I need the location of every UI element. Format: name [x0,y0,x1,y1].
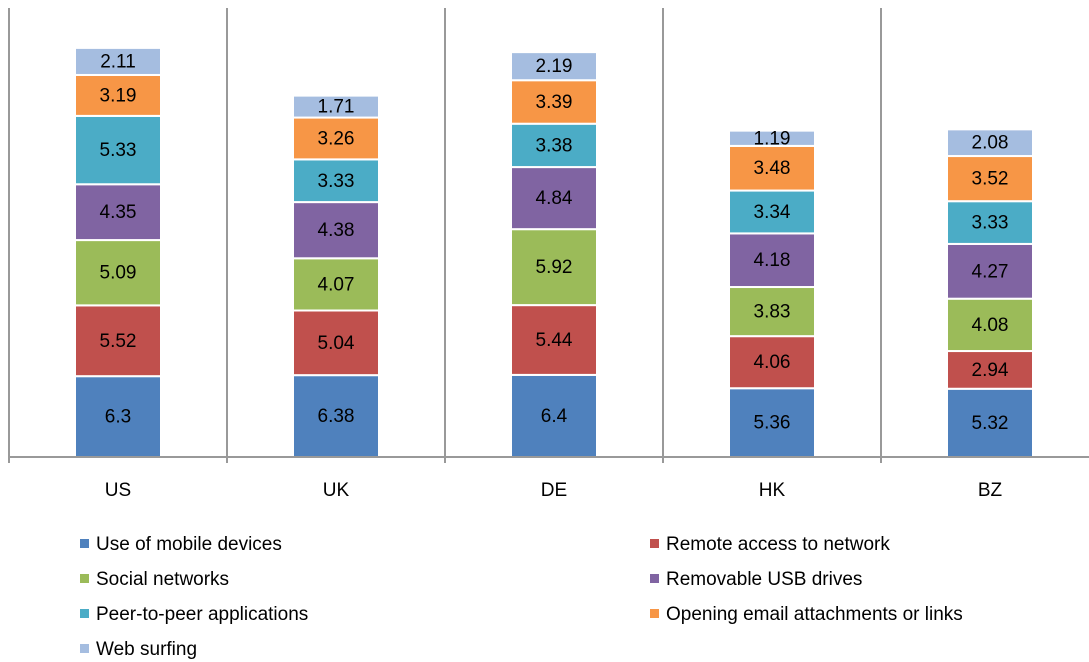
legend-swatch [80,574,89,583]
bar-segment [728,129,816,147]
data-label: 4.38 [318,220,355,241]
data-label: 3.83 [754,302,791,323]
legend-swatch [650,609,659,618]
data-label: 2.94 [972,360,1009,381]
bars: 6.3 5.52 5.09 4.35 5.33 3.19 2.11 6.38 5.04 4.07 4… [74,46,1034,459]
data-label: 6.4 [541,406,568,427]
data-label: 3.52 [972,169,1009,190]
bar-segment [292,158,380,204]
bar-segment [946,387,1034,459]
legend-label: Social networks [96,569,229,590]
bar-segment [728,144,816,192]
legend-label: Opening email attachments or links [666,604,963,625]
bar-segment [292,116,380,161]
data-label: 3.39 [536,92,573,113]
data-label: 4.35 [100,202,137,223]
bar-segment [510,122,598,169]
legend-swatch [80,539,89,548]
data-label: 1.19 [754,128,791,149]
legend-label: Web surfing [96,639,197,660]
data-label: 5.52 [100,331,137,352]
x-tick-label: HK [759,480,786,501]
bar-segment [946,155,1034,203]
data-label: 6.3 [105,407,131,428]
data-label: 3.33 [972,213,1009,234]
data-label: 2.08 [972,133,1009,154]
bar-segment [74,304,162,378]
bar-segment [292,309,380,377]
data-label: 2.11 [100,51,136,72]
legend-label: Remote access to network [666,534,890,555]
bar-segment [510,166,598,231]
x-tick-label: UK [323,480,350,501]
legend-label: Removable USB drives [666,569,862,590]
legend-swatch [650,539,659,548]
data-label: 4.08 [972,315,1009,336]
bar-segment [728,232,816,289]
data-label: 1.71 [318,97,355,118]
data-label: 5.44 [536,330,573,351]
data-label: 4.18 [754,250,791,271]
data-label: 2.19 [536,56,573,77]
bar-segment [292,94,380,119]
bar-segment [946,350,1034,390]
data-label: 4.07 [318,274,355,295]
data-label: 5.09 [100,263,137,284]
legend-label: Use of mobile devices [96,534,282,555]
data-label: 3.33 [318,171,355,192]
data-label: 5.04 [318,333,355,354]
x-tick-label: DE [541,480,567,501]
data-label: 4.27 [972,261,1009,282]
bar-segment [728,286,816,338]
data-label: 4.06 [754,352,791,373]
bar-segment [510,51,598,82]
data-label: 3.26 [318,128,355,149]
bar-segment [292,374,380,458]
x-tick-label: BZ [978,480,1003,501]
data-label: 5.33 [100,140,137,161]
x-tick-label: US [105,480,131,501]
bar-segment [946,128,1034,158]
bar-segment [946,200,1034,245]
bar-segment [74,375,162,458]
legend-swatch [80,609,89,618]
data-label: 5.92 [536,257,573,278]
data-label: 3.48 [754,158,791,179]
data-label: 4.84 [536,188,573,209]
data-label: 5.32 [972,413,1009,434]
data-label: 3.34 [754,202,791,223]
legend-swatch [80,644,89,653]
bar-segment [728,387,816,459]
separators [8,8,882,463]
legend-swatch [650,574,659,583]
data-label: 6.38 [318,406,355,427]
bar-segment [74,46,162,76]
data-label: 5.36 [754,413,791,434]
x-axis: US UK DE HK BZ [9,456,1089,501]
bar-segment [946,297,1034,353]
bar-segment [292,257,380,312]
data-label: 3.19 [100,85,137,106]
data-label: 3.38 [536,135,573,156]
legend-label: Peer-to-peer applications [96,604,308,625]
legend: Use of mobile devices Remote access to ne… [80,534,963,660]
